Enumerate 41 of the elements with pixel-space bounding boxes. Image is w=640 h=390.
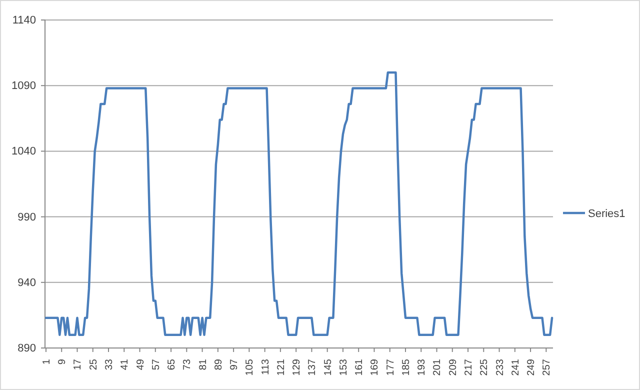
line-series: [44, 71, 554, 336]
x-tick-label: 233: [494, 358, 506, 376]
y-tick-label: 1040: [12, 146, 36, 158]
x-tick-label: 137: [307, 358, 318, 376]
x-tick-label: 249: [526, 358, 538, 376]
x-tick-label: 241: [510, 358, 522, 376]
x-tick-label: 257: [542, 358, 553, 376]
x-tick-label: 33: [104, 358, 115, 370]
x-tick-label: 73: [182, 358, 194, 370]
x-tick-label: 209: [448, 358, 459, 376]
x-tick-label: 97: [229, 358, 240, 370]
x-tick-label: 49: [135, 358, 146, 370]
x-tick-label: 105: [244, 358, 256, 376]
y-tick-label: 990: [18, 211, 36, 224]
x-tick-label: 9: [57, 358, 68, 365]
x-tick-label: 177: [385, 358, 396, 376]
x-tick-label: 161: [354, 358, 366, 376]
y-tick-label: 890: [18, 342, 36, 355]
x-tick-label: 113: [260, 358, 272, 375]
x-tick-label: 217: [464, 358, 475, 376]
x-tick-label: 145: [322, 358, 334, 376]
x-tick-label: 225: [479, 358, 490, 376]
y-tick-label: 1090: [12, 80, 36, 92]
x-tick-label: 153: [338, 358, 350, 376]
y-tick-label: 1140: [12, 14, 36, 27]
x-tick-label: 41: [120, 358, 131, 370]
x-tick-label: 81: [198, 358, 209, 370]
x-tick-label: 129: [292, 358, 303, 376]
x-tick-label: 1: [41, 358, 52, 365]
y-tick-label: 940: [18, 276, 36, 289]
x-tick-label: 57: [150, 358, 162, 370]
x-tick-label: 89: [213, 358, 224, 370]
x-tick-label: 121: [276, 358, 287, 376]
x-tick-label: 169: [370, 358, 381, 376]
x-tick-label: 185: [400, 358, 412, 376]
legend-label: Series1: [588, 208, 626, 220]
x-tick-label: 17: [72, 358, 84, 370]
x-tick-label: 25: [88, 358, 100, 370]
x-tick-label: 201: [432, 358, 444, 376]
x-tick-label: 65: [166, 358, 178, 370]
x-tick-label: 193: [416, 358, 428, 376]
